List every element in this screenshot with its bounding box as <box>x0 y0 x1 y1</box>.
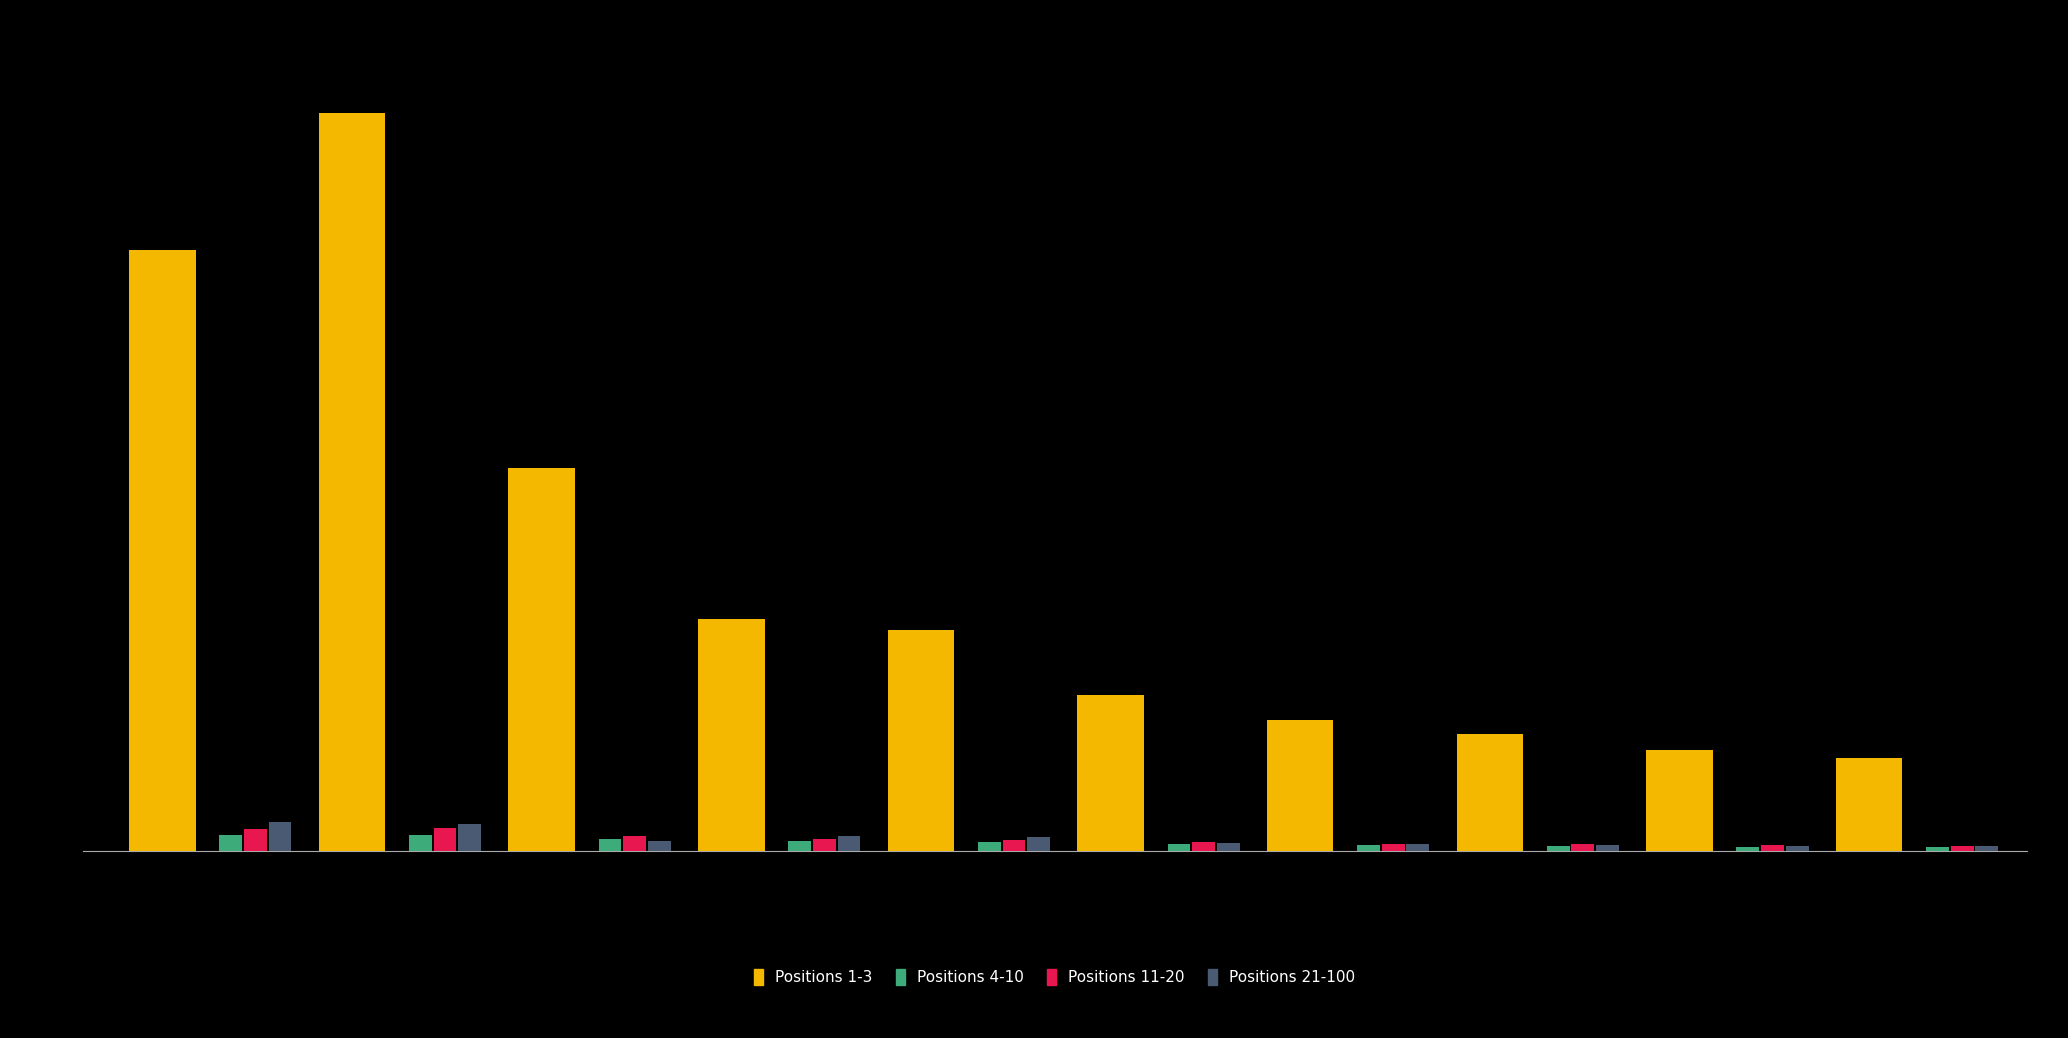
Bar <box>1737 847 1760 851</box>
Bar <box>1003 840 1026 851</box>
Bar <box>699 619 765 851</box>
Bar <box>459 824 482 851</box>
Bar <box>1028 838 1051 851</box>
Bar <box>509 468 575 851</box>
Bar <box>318 113 385 851</box>
Bar <box>978 842 1001 851</box>
Bar <box>1925 847 1948 851</box>
Legend: Positions 1-3, Positions 4-10, Positions 11-20, Positions 21-100: Positions 1-3, Positions 4-10, Positions… <box>749 963 1361 991</box>
Bar <box>244 829 267 851</box>
Bar <box>434 828 457 851</box>
Bar <box>887 630 953 851</box>
Bar <box>1191 843 1214 851</box>
Bar <box>1268 720 1334 851</box>
Bar <box>1836 758 1903 851</box>
Bar <box>269 822 292 851</box>
Bar <box>1950 846 1973 851</box>
Bar <box>1572 844 1594 851</box>
Bar <box>647 841 670 851</box>
Bar <box>1762 845 1785 851</box>
Bar <box>409 835 432 851</box>
Bar <box>1381 844 1404 851</box>
Bar <box>1646 750 1712 851</box>
Bar <box>1456 734 1524 851</box>
Bar <box>1216 843 1239 851</box>
Bar <box>788 841 811 851</box>
Bar <box>219 835 242 851</box>
Bar <box>1975 846 1998 851</box>
Bar <box>1787 846 1810 851</box>
Bar <box>1596 845 1619 851</box>
Bar <box>128 250 196 851</box>
Bar <box>1168 844 1191 851</box>
Bar <box>1406 844 1429 851</box>
Bar <box>1547 846 1570 851</box>
Bar <box>1357 845 1379 851</box>
Bar <box>838 836 860 851</box>
Bar <box>1077 695 1144 851</box>
Bar <box>598 839 620 851</box>
Bar <box>622 837 645 851</box>
Bar <box>813 839 835 851</box>
